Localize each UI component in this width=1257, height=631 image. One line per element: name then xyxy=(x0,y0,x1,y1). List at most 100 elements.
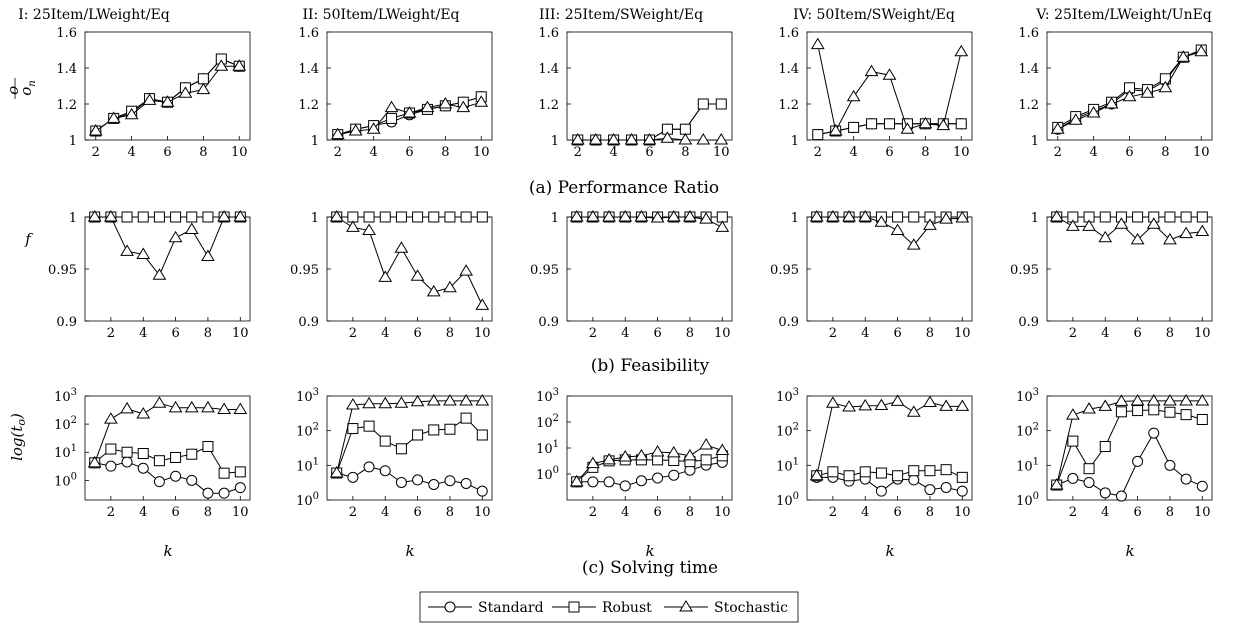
point-standard xyxy=(444,475,456,487)
series-line-stochastic xyxy=(336,400,483,474)
x-tick-label: 2 xyxy=(814,145,822,160)
point-robust xyxy=(1196,211,1208,223)
x-tick-label: 8 xyxy=(1161,145,1169,160)
point-stochastic xyxy=(214,59,229,71)
point-stochastic xyxy=(906,405,921,417)
point-robust xyxy=(700,454,712,466)
series-line-standard xyxy=(94,461,241,494)
y-tick-label: 100 xyxy=(536,465,559,483)
point-stochastic xyxy=(585,210,600,222)
point-standard xyxy=(395,476,407,488)
point-stochastic xyxy=(438,97,453,109)
series-line-standard xyxy=(336,466,483,492)
point-stochastic xyxy=(650,445,665,457)
y-tick-label: 1 xyxy=(311,134,319,149)
x-tick-label: 4 xyxy=(139,505,147,520)
x-tick-label: 4 xyxy=(1089,145,1097,160)
point-stochastic xyxy=(420,100,435,113)
point-robust xyxy=(234,466,246,478)
xlabel-k-3: k xyxy=(645,542,654,560)
y-tick-label: 103 xyxy=(54,387,77,405)
y-tick-label: 101 xyxy=(1016,456,1039,474)
point-stochastic xyxy=(1098,399,1113,411)
xlabel-k-4: k xyxy=(885,542,894,560)
point-stochastic xyxy=(1179,226,1194,239)
point-standard xyxy=(347,471,359,483)
x-tick-label: 2 xyxy=(334,145,342,160)
point-stochastic xyxy=(394,241,409,253)
point-standard xyxy=(603,476,615,488)
point-stochastic xyxy=(120,401,134,414)
series-line-stochastic xyxy=(336,216,483,306)
y-tick-label: 1.2 xyxy=(778,98,799,113)
point-stochastic xyxy=(809,210,824,222)
point-stochastic xyxy=(715,443,730,456)
series-line-stochastic xyxy=(816,400,963,476)
point-stochastic xyxy=(1049,478,1064,490)
point-robust xyxy=(955,118,967,130)
y-tick-label: 0.9 xyxy=(298,315,319,330)
point-robust xyxy=(444,211,456,223)
x-tick-label: 6 xyxy=(653,326,661,341)
ylabel-fraction: o on xyxy=(4,80,38,95)
x-tick-label: 10 xyxy=(954,326,971,341)
point-robust xyxy=(697,98,709,110)
x-tick-label: 8 xyxy=(199,145,207,160)
xlabel-k-2: k xyxy=(405,542,414,560)
point-standard xyxy=(105,460,117,472)
point-stochastic xyxy=(1104,97,1119,109)
y-tick-label: 1 xyxy=(791,211,799,226)
point-standard xyxy=(153,476,165,488)
point-stochastic xyxy=(1098,230,1113,243)
series-line-stochastic xyxy=(1056,216,1203,241)
point-stochastic xyxy=(378,270,393,282)
point-stochastic xyxy=(88,124,103,136)
x-tick-label: 10 xyxy=(474,505,491,520)
point-stochastic xyxy=(634,448,649,461)
point-standard xyxy=(1083,476,1095,488)
x-tick-label: 2 xyxy=(829,326,837,341)
point-robust xyxy=(395,211,407,223)
point-stochastic xyxy=(410,269,425,281)
point-stochastic xyxy=(443,393,457,406)
y-tick-label: 101 xyxy=(296,456,319,474)
x-tick-label: 10 xyxy=(473,145,490,160)
point-stochastic xyxy=(715,220,730,232)
point-standard xyxy=(1067,472,1079,484)
x-tick-label: 10 xyxy=(474,326,491,341)
point-robust xyxy=(1115,406,1127,418)
point-stochastic xyxy=(201,249,215,262)
point-stochastic xyxy=(168,230,183,243)
point-standard xyxy=(1099,487,1111,499)
x-tick-label: 6 xyxy=(893,326,901,341)
point-robust xyxy=(848,121,860,133)
x-tick-label: 6 xyxy=(171,505,179,520)
point-stochastic xyxy=(345,398,360,410)
point-standard xyxy=(412,474,424,486)
x-tick-label: 10 xyxy=(1194,326,1211,341)
point-robust xyxy=(843,470,855,482)
point-robust xyxy=(866,118,878,130)
point-stochastic xyxy=(1176,50,1191,62)
point-stochastic xyxy=(459,393,474,406)
point-robust xyxy=(153,211,165,223)
series-line-standard xyxy=(576,461,723,487)
panel-a-4: 2 4 6 8 10 1 1.2 1.4 1.6 xyxy=(778,26,973,160)
x-tick-label: 8 xyxy=(921,145,929,160)
x-tick-label: 4 xyxy=(369,145,377,160)
column-title-5: V: 25Item/LWeight/UnEq xyxy=(1035,7,1212,23)
y-tick-label: 102 xyxy=(536,413,559,431)
point-stochastic xyxy=(426,284,441,297)
y-tick-label: 103 xyxy=(536,387,559,405)
point-stochastic xyxy=(136,247,151,259)
y-tick-label: 0.9 xyxy=(778,315,799,330)
y-tick-label: 0.95 xyxy=(290,263,319,278)
x-tick-label: 8 xyxy=(204,326,212,341)
plot-frame xyxy=(806,216,973,322)
point-stochastic xyxy=(456,100,471,113)
point-standard xyxy=(908,474,920,486)
point-robust xyxy=(121,446,133,458)
x-tick-label: 6 xyxy=(893,505,901,520)
x-tick-label: 6 xyxy=(405,145,413,160)
